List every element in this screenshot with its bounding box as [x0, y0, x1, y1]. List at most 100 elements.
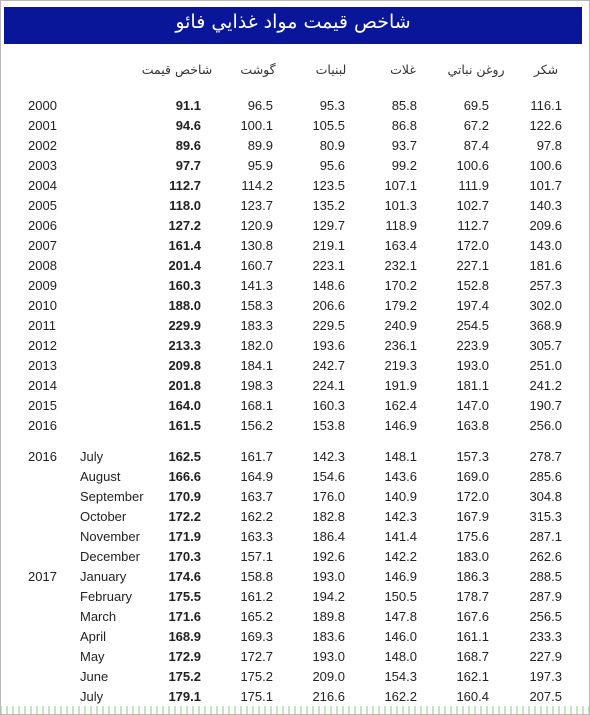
table-cell: 302.0 — [529, 298, 562, 313]
index-value-cell: 112.7 — [169, 178, 201, 193]
index-value-cell: 175.2 — [168, 669, 201, 684]
table-cell: 130.8 — [240, 238, 273, 253]
table-cell: 162.2 — [240, 509, 273, 524]
index-value-cell: 179.1 — [168, 689, 201, 704]
table-cell: 116.1 — [530, 98, 562, 113]
index-value-cell: 170.9 — [168, 489, 201, 504]
table-cell: 172.0 — [456, 489, 489, 504]
table-cell: 86.8 — [391, 118, 417, 133]
table-cell: 256.5 — [529, 609, 562, 624]
table-cell: 87.4 — [463, 138, 489, 153]
table-cell: 182.8 — [312, 509, 345, 524]
table-cell: 216.6 — [312, 689, 345, 704]
index-value-cell: 188.0 — [168, 298, 201, 313]
table-cell: 256.0 — [529, 418, 562, 433]
table-cell: 140.9 — [384, 489, 417, 504]
index-value-cell: 168.9 — [168, 629, 201, 644]
index-value-cell: 171.6 — [168, 609, 201, 624]
table-cell: 186.4 — [312, 529, 345, 544]
index-value-cell: 162.5 — [168, 449, 201, 464]
table-cell: 167.6 — [456, 609, 489, 624]
table-cell: 191.9 — [384, 378, 417, 393]
row-month: October — [80, 509, 127, 524]
table-cell: 89.9 — [247, 138, 273, 153]
index-value-cell: 161.4 — [168, 238, 201, 253]
row-month: March — [80, 609, 117, 624]
table-cell: 141.3 — [240, 278, 273, 293]
table-cell: 183.6 — [312, 629, 345, 644]
table-cell: 146.0 — [384, 629, 417, 644]
table-cell: 192.6 — [312, 549, 345, 564]
table-cell: 161.2 — [240, 589, 273, 604]
table-cell: 209.6 — [529, 218, 562, 233]
table-cell: 147.8 — [384, 609, 417, 624]
table-cell: 223.9 — [456, 338, 489, 353]
index-value-cell: 127.2 — [168, 218, 201, 233]
table-cell: 178.7 — [456, 589, 489, 604]
table-cell: 257.3 — [529, 278, 562, 293]
table-cell: 193.6 — [312, 338, 345, 353]
table-cell: 146.9 — [384, 418, 417, 433]
table-title: شاخص قيمت مواد غذايي فائو — [4, 7, 582, 44]
table-cell: 147.0 — [456, 398, 489, 413]
index-value-cell: 201.8 — [168, 378, 201, 393]
row-year: 2007 — [28, 238, 57, 253]
table-cell: 107.1 — [384, 178, 417, 193]
table-cell: 242.7 — [312, 358, 345, 373]
table-cell: 97.8 — [536, 138, 562, 153]
table-cell: 240.9 — [384, 318, 417, 333]
table-cell: 95.3 — [319, 98, 345, 113]
table-cell: 95.6 — [319, 158, 345, 173]
table-cell: 181.6 — [529, 258, 562, 273]
table-cell: 96.5 — [247, 98, 273, 113]
row-year: 2006 — [28, 218, 57, 233]
table-cell: 143.0 — [529, 238, 562, 253]
row-year: 2017 — [28, 569, 57, 584]
table-cell: 141.4 — [384, 529, 417, 544]
table-cell: 163.3 — [240, 529, 273, 544]
table-cell: 183.0 — [456, 549, 489, 564]
table-cell: 100.6 — [529, 158, 562, 173]
row-year: 2002 — [28, 138, 57, 153]
table-cell: 123.5 — [312, 178, 345, 193]
table-cell: 193.0 — [312, 649, 345, 664]
row-month: November — [80, 529, 140, 544]
column-header: گوشت — [240, 62, 276, 77]
table-cell: 175.6 — [456, 529, 489, 544]
index-value-cell: 229.9 — [168, 318, 201, 333]
index-value-cell: 172.2 — [168, 509, 201, 524]
table-cell: 165.2 — [240, 609, 273, 624]
table-cell: 288.5 — [529, 569, 562, 584]
table-cell: 157.1 — [240, 549, 273, 564]
table-cell: 172.7 — [240, 649, 273, 664]
table-cell: 102.7 — [456, 198, 489, 213]
table-cell: 143.6 — [384, 469, 417, 484]
table-cell: 156.2 — [240, 418, 273, 433]
row-year: 2014 — [28, 378, 57, 393]
table-cell: 142.3 — [312, 449, 345, 464]
row-month: February — [80, 589, 133, 604]
table-cell: 219.1 — [312, 238, 345, 253]
index-value-cell: 171.9 — [168, 529, 201, 544]
table-cell: 315.3 — [529, 509, 562, 524]
table-cell: 122.6 — [529, 118, 562, 133]
table-cell: 169.3 — [240, 629, 273, 644]
row-year: 2005 — [28, 198, 57, 213]
row-month: September — [80, 489, 144, 504]
table-cell: 158.3 — [240, 298, 273, 313]
row-year: 2003 — [28, 158, 57, 173]
table-cell: 182.0 — [240, 338, 273, 353]
table-cell: 209.0 — [312, 669, 345, 684]
table-cell: 146.9 — [384, 569, 417, 584]
table-cell: 183.3 — [240, 318, 273, 333]
table-cell: 181.1 — [456, 378, 489, 393]
table-cell: 160.3 — [312, 398, 345, 413]
table-cell: 198.3 — [240, 378, 273, 393]
column-header: روغن نباتي — [447, 62, 505, 77]
table-cell: 162.1 — [456, 669, 489, 684]
index-value-cell: 94.6 — [175, 118, 201, 133]
table-cell: 194.2 — [312, 589, 345, 604]
table-cell: 278.7 — [529, 449, 562, 464]
table-cell: 100.1 — [240, 118, 273, 133]
table-cell: 207.5 — [529, 689, 562, 704]
